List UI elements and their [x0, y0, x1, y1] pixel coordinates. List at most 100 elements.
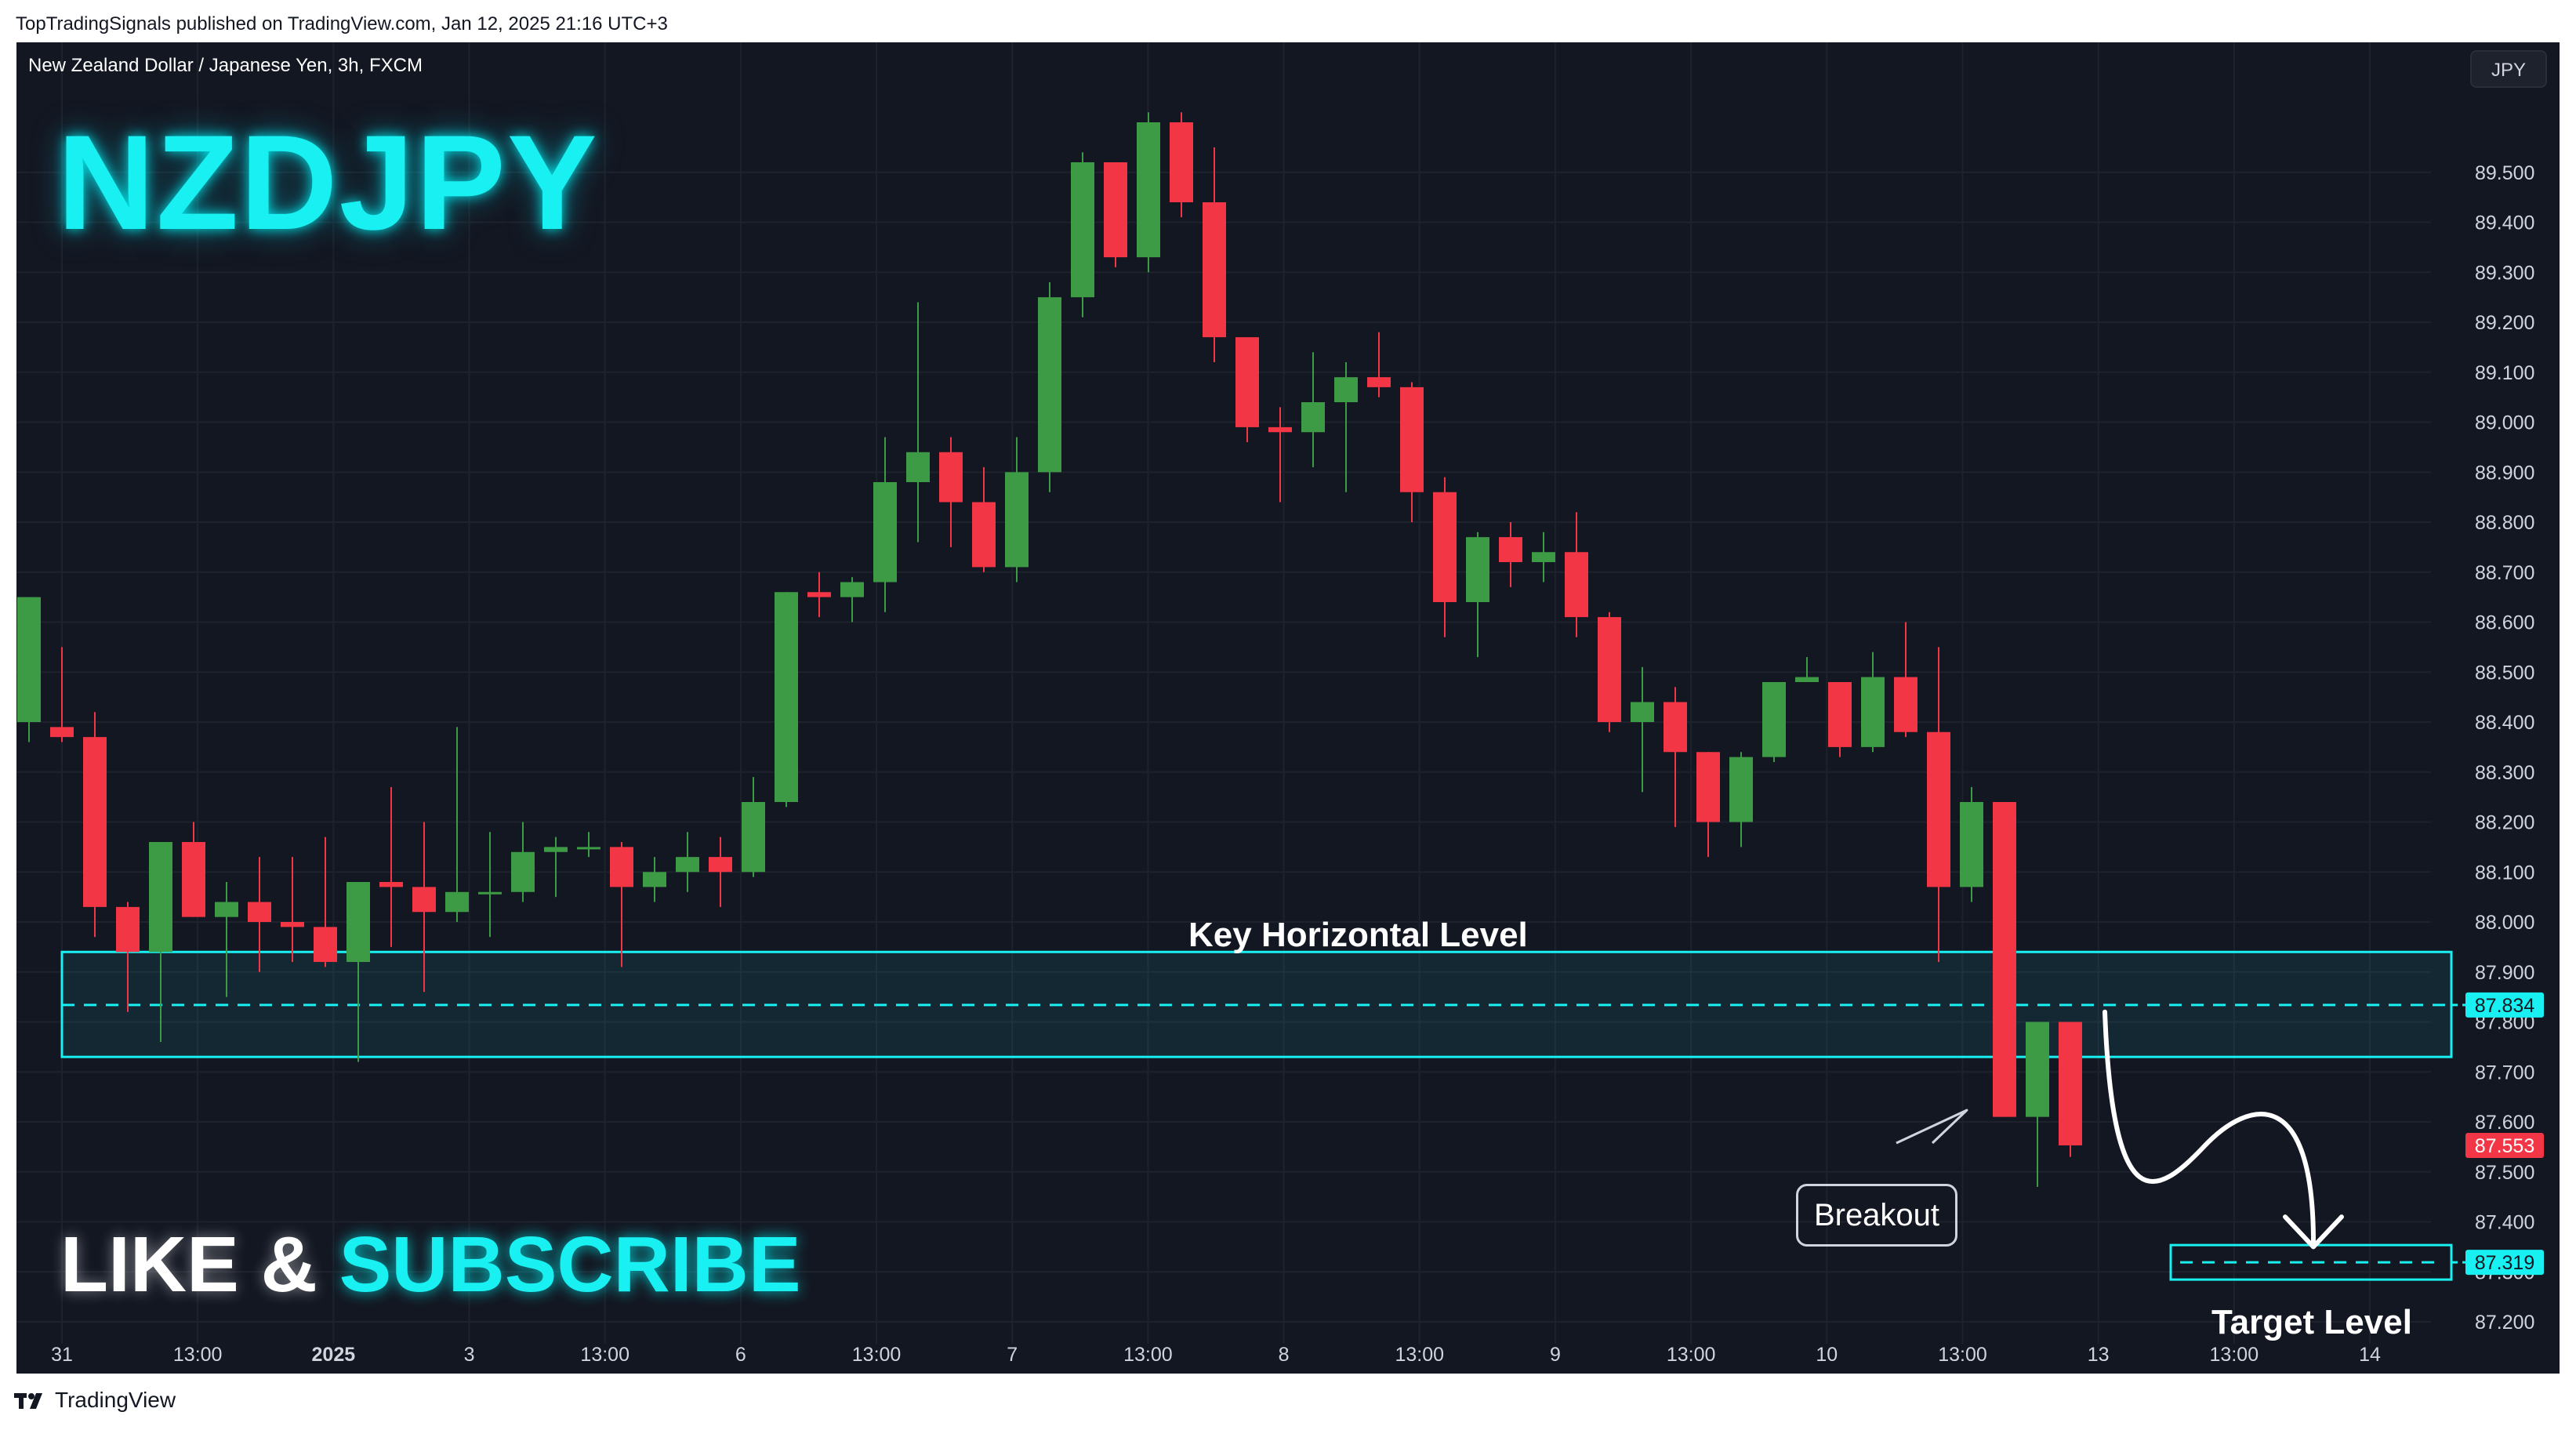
time-tick-label: 13:00 [1667, 1344, 1716, 1366]
candle-body [1598, 617, 1621, 722]
candle [709, 837, 732, 907]
time-tick-label: 9 [1550, 1344, 1561, 1366]
candle [50, 647, 74, 742]
price-tick-label: 87.500 [2475, 1162, 2534, 1184]
candles-layer [17, 112, 2082, 1187]
candle-body [314, 927, 337, 962]
candle [1696, 752, 1720, 858]
candle [577, 832, 600, 858]
price-tick-label: 88.700 [2475, 562, 2534, 584]
candle-body [1235, 337, 1259, 427]
candle [610, 842, 633, 967]
candle-body [182, 842, 205, 917]
candle [1301, 352, 1325, 467]
time-tick-label: 10 [1816, 1344, 1838, 1366]
time-tick-label: 13:00 [580, 1344, 629, 1366]
candle-body [939, 452, 963, 503]
candle [775, 592, 798, 808]
candle-body [281, 922, 304, 927]
candle [17, 597, 41, 742]
price-tag: 87.319 [2465, 1250, 2544, 1276]
candle-body [1301, 402, 1325, 433]
chart-canvas[interactable]: 89.500 89.400 89.300 89.200 89.100 89.000 88.9… [16, 42, 2560, 1374]
price-tag-bg [2465, 1250, 2544, 1276]
price-tick-label: 88.600 [2475, 612, 2534, 634]
candle-body [1203, 202, 1226, 338]
candle-body [1532, 552, 1555, 562]
candle-body [1696, 752, 1720, 822]
candle-body [709, 857, 732, 873]
price-tick-label: 88.500 [2475, 662, 2534, 684]
candle [1433, 477, 1457, 637]
price-tag: 87.553 [2465, 1132, 2544, 1158]
key-level-zone-layer [60, 950, 2475, 1058]
candle-body [906, 452, 930, 482]
time-tick-label: 2025 [312, 1344, 356, 1366]
candle-body [775, 592, 798, 802]
price-axis[interactable]: 89.500 89.400 89.300 89.200 89.100 89.000 88.9… [2475, 162, 2534, 1334]
candle [1170, 112, 1193, 218]
candle-body [17, 597, 41, 722]
candle [1532, 532, 1555, 583]
time-tick-label: 13:00 [2210, 1344, 2259, 1366]
candle [1466, 532, 1489, 658]
tradingview-logo[interactable]: TradingView [14, 1385, 176, 1416]
candle-body [840, 582, 864, 597]
price-tick-label: 89.200 [2475, 312, 2534, 334]
chart-frame[interactable]: 89.500 89.400 89.300 89.200 89.100 89.000 88.9… [16, 42, 2560, 1374]
candle-body [149, 842, 172, 953]
candle-body [346, 882, 370, 962]
price-tick-label: 87.900 [2475, 962, 2534, 984]
candle-body [511, 851, 535, 892]
candle [412, 822, 436, 993]
candle-body [1729, 757, 1753, 822]
price-tick-label: 88.300 [2475, 762, 2534, 784]
currency-button[interactable]: JPY [2470, 50, 2547, 88]
candle-body [478, 891, 502, 895]
candle [1894, 622, 1917, 738]
grid-layer [16, 42, 2431, 1344]
time-tick-label: 3 [464, 1344, 475, 1366]
candle [939, 437, 963, 547]
candle-body [1894, 677, 1917, 732]
price-tick-label: 87.600 [2475, 1112, 2534, 1134]
candle [1367, 332, 1391, 397]
time-tick-label: 7 [1007, 1344, 1018, 1366]
candle [643, 857, 666, 902]
candle-body [445, 891, 469, 913]
candle-body [1071, 162, 1094, 298]
candle-body [643, 872, 666, 887]
tradingview-brand-text: TradingView [55, 1388, 176, 1412]
candle-body [577, 847, 600, 850]
candle [478, 832, 502, 938]
candle-body [544, 847, 568, 852]
candle [379, 786, 403, 947]
time-tick-label: 6 [735, 1344, 746, 1366]
candle [2059, 1022, 2082, 1157]
symbol-description[interactable]: New Zealand Dollar / Japanese Yen, 3h, F… [28, 55, 423, 76]
candle-body [1927, 731, 1950, 887]
candle [1235, 337, 1259, 442]
time-tick-label: 13:00 [173, 1344, 223, 1366]
time-tick-label: 13:00 [1395, 1344, 1444, 1366]
candle-body [1400, 387, 1424, 492]
ticker-overlay: NZDJPY [57, 107, 599, 258]
candle [873, 437, 897, 612]
candle [1104, 162, 1127, 267]
key-level-label: Key Horizontal Level [1188, 916, 1528, 954]
cta-subscribe-text: SUBSCRIBE [339, 1221, 801, 1308]
time-axis[interactable]: 31 13:00 2025 3 13:00 6 13:00 7 13:00 8 13:00 9 13:0… [51, 1344, 2381, 1366]
candle-body [1466, 537, 1489, 602]
candle-body [1795, 677, 1819, 682]
candle-body [873, 482, 897, 583]
candle-body [248, 902, 271, 922]
candle [511, 822, 535, 902]
candle [1499, 522, 1522, 587]
candle [1598, 612, 1621, 732]
candle [1795, 657, 1819, 682]
candle-body [1137, 122, 1160, 258]
candle-body [1104, 162, 1127, 258]
candle-body [1367, 377, 1391, 387]
time-tick-label: 13:00 [852, 1344, 902, 1366]
candle-body [807, 592, 831, 597]
